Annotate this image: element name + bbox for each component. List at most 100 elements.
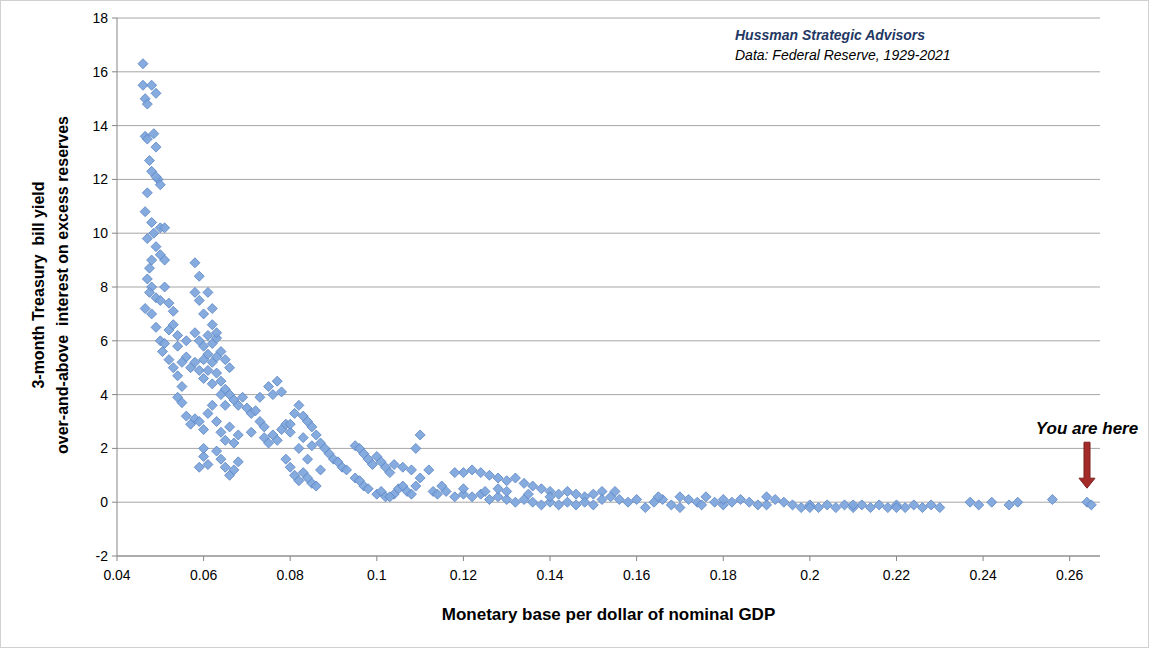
point xyxy=(285,419,295,429)
point xyxy=(294,400,304,410)
point xyxy=(255,392,265,402)
point xyxy=(545,492,555,502)
y-tick xyxy=(112,179,117,180)
x-tick-label: 0.12 xyxy=(450,567,477,583)
point xyxy=(157,347,167,357)
x-tick xyxy=(809,556,810,561)
point xyxy=(744,497,754,507)
y-tick xyxy=(112,448,117,449)
point xyxy=(909,500,919,510)
point xyxy=(173,330,183,340)
point xyxy=(519,478,529,488)
grid-line xyxy=(117,448,1100,449)
x-tick-label: 0.16 xyxy=(623,567,650,583)
point xyxy=(536,484,546,494)
grid-line xyxy=(117,394,1100,395)
point xyxy=(294,443,304,453)
point xyxy=(168,306,178,316)
points xyxy=(138,59,1096,513)
point xyxy=(974,500,984,510)
point xyxy=(1013,497,1023,507)
point xyxy=(268,390,278,400)
point xyxy=(233,457,243,467)
grid-line xyxy=(117,125,1100,126)
point xyxy=(536,500,546,510)
point xyxy=(203,287,213,297)
point xyxy=(277,387,287,397)
point xyxy=(144,156,154,166)
point xyxy=(684,495,694,505)
point xyxy=(212,328,222,338)
point xyxy=(177,382,187,392)
point xyxy=(177,357,187,367)
point xyxy=(194,462,204,472)
point xyxy=(965,497,975,507)
point xyxy=(142,188,152,198)
grid-line xyxy=(117,287,1100,288)
point xyxy=(510,473,520,483)
point xyxy=(935,503,945,513)
point xyxy=(653,492,663,502)
point xyxy=(632,495,642,505)
point xyxy=(727,497,737,507)
point xyxy=(194,271,204,281)
point xyxy=(640,503,650,513)
point xyxy=(831,503,841,513)
y-tick-label: 4 xyxy=(100,387,108,403)
point xyxy=(779,497,789,507)
point xyxy=(450,468,460,478)
point xyxy=(307,441,317,451)
point xyxy=(160,338,170,348)
title: Hussman Strategic Advisors xyxy=(735,27,925,43)
point xyxy=(502,486,512,496)
point xyxy=(199,425,209,435)
x-tick-label: 0.06 xyxy=(190,567,217,583)
point xyxy=(233,430,243,440)
point xyxy=(144,263,154,273)
grid-line xyxy=(117,502,1100,503)
point xyxy=(917,503,927,513)
point xyxy=(398,462,408,472)
x-axis xyxy=(117,556,1100,557)
point xyxy=(168,320,178,330)
x-axis-label: Monetary base per dollar of nominal GDP xyxy=(442,605,775,624)
point xyxy=(874,500,884,510)
x-tick xyxy=(636,556,637,561)
point xyxy=(571,500,581,510)
y-tick-label: 18 xyxy=(92,10,108,26)
chart: -20246810121416180.040.060.080.10.120.14… xyxy=(0,0,1149,648)
point xyxy=(316,465,326,475)
point xyxy=(220,400,230,410)
point xyxy=(142,99,152,109)
x-tick-label: 0.22 xyxy=(883,567,910,583)
x-tick-label: 0.2 xyxy=(800,567,820,583)
point xyxy=(554,500,564,510)
x-tick xyxy=(723,556,724,561)
point xyxy=(736,495,746,505)
point xyxy=(623,497,633,507)
point xyxy=(614,495,624,505)
point xyxy=(272,376,282,386)
point xyxy=(246,427,256,437)
point xyxy=(147,309,157,319)
x-tick xyxy=(117,556,118,561)
point xyxy=(987,497,997,507)
grid-line xyxy=(117,179,1100,180)
point xyxy=(415,473,425,483)
x-tick xyxy=(896,556,897,561)
grid-line xyxy=(117,18,1100,19)
point xyxy=(406,465,416,475)
point xyxy=(467,465,477,475)
y-tick xyxy=(112,394,117,395)
point xyxy=(147,255,157,265)
point xyxy=(580,497,590,507)
point xyxy=(149,129,159,139)
y-tick xyxy=(112,287,117,288)
point xyxy=(675,492,685,502)
point xyxy=(1047,495,1057,505)
grid-line xyxy=(117,233,1100,234)
point xyxy=(502,476,512,486)
point xyxy=(207,304,217,314)
point xyxy=(160,223,170,233)
x-tick xyxy=(983,556,984,561)
